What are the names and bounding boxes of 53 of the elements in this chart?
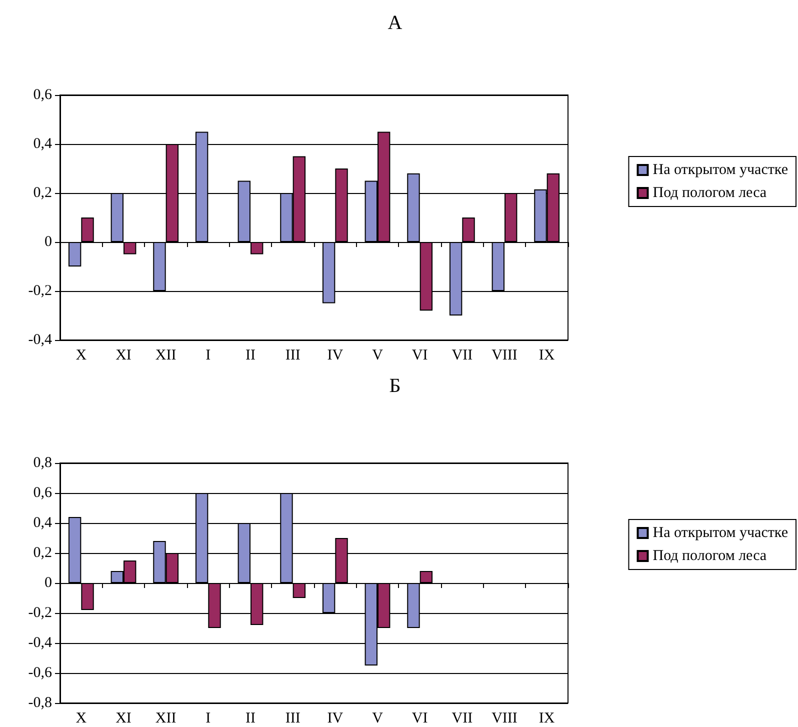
x-tick-label: I <box>206 710 211 726</box>
x-tick-label: VIII <box>492 710 518 726</box>
y-tick-label: 0,4 <box>33 136 52 152</box>
x-tick-label: XI <box>116 710 132 726</box>
bar <box>81 583 94 610</box>
y-tick-label: -0,8 <box>28 695 52 711</box>
y-tick-label: -0,4 <box>28 332 52 348</box>
x-tick-label: III <box>285 348 300 364</box>
legend-label: На открытом участке <box>652 525 788 541</box>
y-tick-label: 0 <box>44 575 52 591</box>
bar <box>124 242 136 254</box>
x-tick-label: IX <box>538 348 555 364</box>
x-tick-label: III <box>285 710 300 726</box>
x-tick-label: IX <box>538 710 555 726</box>
legend-label: На открытом участке <box>652 162 788 178</box>
x-tick-label: IV <box>327 710 344 726</box>
bar <box>462 218 475 242</box>
chart-title: Б <box>389 375 401 397</box>
y-tick-label: 0,2 <box>33 185 52 201</box>
y-tick-label: -0,2 <box>28 283 52 299</box>
legend-label: Под пологом леса <box>652 185 767 201</box>
x-tick-label: VI <box>412 710 428 726</box>
x-tick-label: XII <box>155 348 176 364</box>
y-tick-label: 0,8 <box>33 455 52 471</box>
x-tick-label: VII <box>452 710 473 726</box>
y-tick-label: 0 <box>44 234 52 250</box>
x-tick-label: II <box>246 710 256 726</box>
x-tick-label: XI <box>116 348 132 364</box>
x-tick-label: V <box>372 348 384 364</box>
bar <box>250 242 264 254</box>
x-tick-label: IV <box>327 348 344 364</box>
x-tick-label: II <box>246 348 256 364</box>
bar <box>68 242 82 266</box>
y-tick-label: 0,6 <box>33 485 52 501</box>
x-tick-label: VII <box>452 348 473 364</box>
y-tick-label: -0,2 <box>28 605 52 621</box>
x-tick-label: VIII <box>492 348 518 364</box>
x-tick-label: X <box>76 348 87 364</box>
bar <box>420 571 433 583</box>
x-tick-label: VI <box>412 348 428 364</box>
y-tick-label: 0,2 <box>33 545 52 561</box>
bar <box>81 218 94 242</box>
chart-title: А <box>388 12 403 34</box>
legend-label: Под пологом леса <box>652 548 767 564</box>
y-tick-label: -0,4 <box>28 635 52 651</box>
x-tick-label: XII <box>155 710 176 726</box>
y-tick-label: 0,4 <box>33 515 52 531</box>
y-tick-label: 0,6 <box>33 87 52 103</box>
y-tick-label: -0,6 <box>28 665 52 681</box>
bar <box>292 583 306 598</box>
x-tick-label: X <box>76 710 87 726</box>
x-tick-label: V <box>372 710 384 726</box>
x-tick-label: I <box>206 348 211 364</box>
